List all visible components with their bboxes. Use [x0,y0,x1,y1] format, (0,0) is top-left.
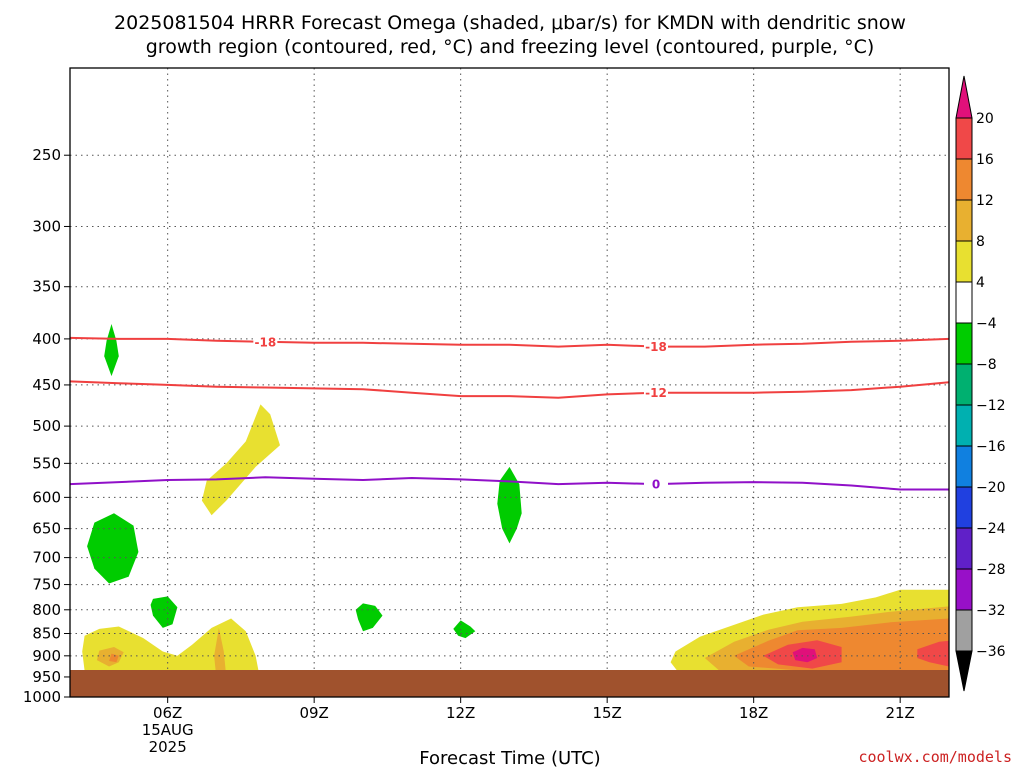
colorbar-bin-13 [955,609,973,652]
colorbar-label-11: −24 [976,521,1006,537]
colorbar-label-1: 20 [976,111,994,127]
chart-title-line2: growth region (contoured, red, °C) and f… [146,36,875,58]
colorbar-bin-8 [955,404,973,447]
colorbar-bin-6 [955,322,973,365]
colorbar-label-14: −36 [976,644,1006,660]
x-tick-date: 15AUG [142,721,194,739]
dgz_-12-line [69,380,950,399]
y-tick-label-600: 600 [32,488,61,506]
plot-area: -18 -18 -12 0 [69,67,950,698]
colorbar-bin-2 [955,158,973,201]
y-tick-label-1000: 1000 [23,688,61,706]
colorbar-label-12: −28 [976,562,1006,578]
omega-region-17 [792,647,818,663]
freezing_level-label-1: 0 [652,478,660,492]
colorbar-bin-10 [955,486,973,529]
ground-layer [70,670,949,697]
y-tick-label-650: 650 [32,520,61,538]
colorbar-bin-7 [955,363,973,406]
y-tick-label-400: 400 [32,330,61,348]
y-tick-label-700: 700 [32,549,61,567]
omega-region-7 [201,404,280,516]
dgz_-18-line [69,336,950,348]
contour-lines: -18 -18 -12 0 [69,334,950,492]
y-axis: 250 300 350 400 450 500 550 600 650 700 750 800 850 9… [23,146,70,706]
colorbar-bin-12 [955,568,973,611]
x-axis-label: Forecast Time (UTC) [419,748,600,768]
colorbar-bin-1 [955,117,973,160]
y-tick-label-550: 550 [32,454,61,472]
x-tick-label-09Z: 09Z [299,704,328,722]
chart-title-line1: 2025081504 HRRR Forecast Omega (shaded, … [114,12,906,34]
x-tick-label-06Z: 06Z [153,704,182,722]
dgz_-18-label-bg-2 [644,339,668,354]
colorbar-bin-9 [955,445,973,488]
colorbar-label-7: −8 [976,357,997,373]
colorbar-bin-3 [955,199,973,242]
dgz_-18-label-bg-1 [253,334,278,349]
colorbar: 20 16 12 8 4 −4 −8 −12 −16 −20 −24 −28 −32 −36 [955,75,1006,692]
omega-region-16 [917,640,949,667]
colorbar-bin-5 [955,281,973,324]
omega-region-4 [355,603,383,632]
colorbar-label-10: −20 [976,480,1006,496]
omega-region-2 [87,513,139,584]
omega-region-5 [453,620,476,639]
colorbar-label-13: −32 [976,603,1006,619]
omega-region-1 [104,324,119,377]
x-tick-year: 2025 [149,738,187,756]
colorbar-label-2: 16 [976,152,994,168]
y-tick-label-350: 350 [32,278,61,296]
y-tick-label-500: 500 [32,417,61,435]
y-tick-label-300: 300 [32,217,61,235]
y-tick-label-750: 750 [32,576,61,594]
omega-shading [82,324,949,690]
dgz_-12-label-bg-1 [644,385,668,400]
freezing_level-line [69,476,949,491]
colorbar-label-6: −4 [976,316,997,332]
x-tick-label-12Z: 12Z [446,704,475,722]
omega-region-11 [109,653,119,663]
ground-fill [70,670,949,697]
colorbar-label-5: 4 [976,275,985,291]
colorbar-label-4: 8 [976,234,985,250]
colorbar-top-arrow [955,75,973,119]
dgz_-18-label-2: -18 [645,340,667,354]
omega-region-9 [96,647,124,667]
dgz_-12-label-1: -12 [645,386,667,400]
y-tick-label-250: 250 [32,146,61,164]
x-tick-label-18Z: 18Z [739,704,768,722]
colorbar-label-3: 12 [976,193,994,209]
credit-text: coolwx.com/models [858,748,1012,766]
colorbar-bottom-arrow [955,650,973,692]
x-tick-label-21Z: 21Z [885,704,914,722]
y-tick-label-900: 900 [32,647,61,665]
y-tick-label-450: 450 [32,376,61,394]
colorbar-label-9: −16 [976,439,1006,455]
y-tick-label-950: 950 [32,668,61,686]
y-tick-label-850: 850 [32,624,61,642]
omega-region-3 [150,596,178,628]
plot-frame [69,67,950,698]
freezing_level-label-bg-1 [644,477,668,492]
colorbar-label-8: −12 [976,398,1006,414]
x-tick-label-15Z: 15Z [592,704,621,722]
omega-region-6 [497,466,522,544]
plot-background [70,68,949,697]
omega-region-10 [214,627,227,679]
colorbar-bin-11 [955,527,973,570]
y-tick-label-800: 800 [32,601,61,619]
colorbar-bin-4 [955,240,973,283]
dgz_-18-label-1: -18 [254,335,276,349]
